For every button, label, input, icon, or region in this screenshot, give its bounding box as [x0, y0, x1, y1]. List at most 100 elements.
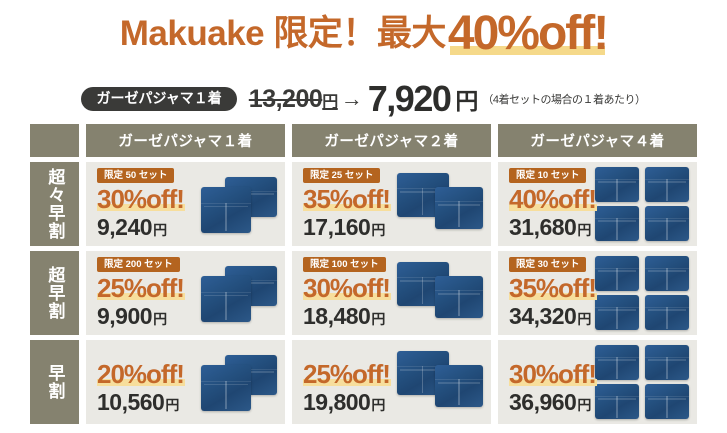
pajama-image-group-qty-1: [195, 340, 281, 424]
pajama-icon: [201, 276, 251, 322]
limit-badge: 限定 50 セット: [97, 168, 175, 183]
cell-price-value: 34,320: [509, 302, 577, 329]
discounted-price-value: 7,920: [367, 78, 452, 119]
off-highlight: [509, 379, 597, 386]
pajama-image-group-qty-1: [195, 251, 281, 335]
limit-badge: 限定 200 セット: [97, 257, 180, 272]
cell-price-value: 10,560: [97, 389, 165, 415]
discount-percent: 25%off!: [303, 359, 391, 389]
pajama-icon: [645, 295, 689, 330]
cell-price-value: 18,480: [303, 302, 371, 329]
cell-price: 10,560円: [97, 389, 184, 419]
cell-price-value: 9,240: [97, 213, 153, 240]
pajama-icon: [645, 206, 689, 241]
pajama-icon: [595, 256, 639, 291]
discount-percent: 25%off!: [97, 272, 185, 303]
discount-percent: 40%off!: [509, 183, 597, 214]
headline-underline: [449, 46, 606, 55]
off-highlight: [509, 203, 597, 211]
pajama-icon: [595, 295, 639, 330]
cell-price: 17,160円: [303, 214, 390, 244]
pajama-icon: [595, 384, 639, 419]
cell-price-value: 31,680: [509, 213, 577, 240]
pajama-icon: [201, 365, 251, 411]
headline-lead-text: Makuake 限定！最大: [119, 14, 447, 53]
off-highlight: [303, 203, 391, 211]
price-cell-r2c2[interactable]: 限定 100 セット 30%off! 18,480円: [292, 251, 491, 335]
cell-price-yen: 円: [371, 310, 385, 327]
price-cell-r3c3[interactable]: 30%off! 36,960円: [498, 340, 697, 424]
pajama-icon: [435, 276, 483, 318]
discount-percent: 35%off!: [303, 183, 391, 214]
price-cell-r1c2[interactable]: 限定 25 セット 35%off! 17,160円: [292, 162, 491, 246]
badge-spacer: [509, 345, 596, 360]
limit-badge: 限定 25 セット: [303, 168, 381, 183]
price-cell-r2c1[interactable]: 限定 200 セット 25%off! 9,900円: [86, 251, 285, 335]
row-label-tier-3: 早割: [30, 340, 79, 424]
cell-price: 9,900円: [97, 303, 184, 333]
badge-spacer: [303, 345, 390, 360]
price-cell-text: 限定 30 セット 35%off! 34,320円: [498, 254, 597, 333]
table-row: 超々早割 限定 50 セット 30%off! 9,240円 限定 25 セット …: [30, 162, 697, 246]
pajama-image-group-qty-2: [395, 251, 487, 335]
row-label-tier-1: 超々早割: [30, 162, 79, 246]
pajama-image-group-qty-4: [595, 162, 693, 246]
badge-spacer: [97, 345, 184, 360]
price-cell-r3c1[interactable]: 20%off! 10,560円: [86, 340, 285, 424]
price-note: （4着セットの場合の１着あたり）: [482, 94, 646, 106]
off-highlight: [303, 379, 391, 386]
cell-price: 19,800円: [303, 389, 390, 419]
cell-price-yen: 円: [577, 397, 591, 413]
cell-price-yen: 円: [371, 397, 385, 413]
pajama-icon: [645, 256, 689, 291]
pajama-icon: [645, 167, 689, 202]
discounted-price-yen: 円: [455, 88, 479, 114]
discount-percent: 30%off!: [97, 183, 185, 214]
original-price-value: 13,200: [248, 84, 323, 113]
cell-price-yen: 円: [153, 310, 167, 327]
pajama-icon: [595, 345, 639, 380]
pajama-icon: [435, 365, 483, 407]
price-cell-text: 30%off! 36,960円: [498, 345, 597, 419]
headline-discount-wrap: 40%off!: [448, 10, 609, 58]
column-header-2: ガーゼパジャマ２着: [292, 124, 491, 157]
cell-price: 9,240円: [97, 214, 184, 244]
limit-badge: 限定 100 セット: [303, 257, 386, 272]
limit-badge: 限定 30 セット: [509, 257, 587, 272]
table-corner-cell: [30, 124, 79, 157]
table-row: 早割 20%off! 10,560円 25%off! 19,800円: [30, 340, 697, 424]
cell-price-yen: 円: [577, 221, 591, 238]
cell-price-yen: 円: [371, 221, 385, 238]
column-header-3: ガーゼパジャマ４着: [498, 124, 697, 157]
pricing-table: ガーゼパジャマ１着 ガーゼパジャマ２着 ガーゼパジャマ４着 超々早割 限定 50…: [30, 124, 697, 429]
pajama-icon: [595, 167, 639, 202]
arrow-icon: →: [340, 86, 363, 111]
off-highlight: [97, 203, 185, 211]
off-highlight: [97, 379, 185, 386]
price-cell-text: 20%off! 10,560円: [86, 345, 185, 419]
price-cell-r3c2[interactable]: 25%off! 19,800円: [292, 340, 491, 424]
pajama-image-group-qty-2: [395, 340, 487, 424]
cell-price: 31,680円: [509, 214, 596, 244]
price-cell-text: 25%off! 19,800円: [292, 345, 391, 419]
pajama-icon: [435, 187, 483, 229]
cell-price-yen: 円: [153, 221, 167, 238]
pajama-image-group-qty-1: [195, 162, 281, 246]
table-header-row: ガーゼパジャマ１着 ガーゼパジャマ２着 ガーゼパジャマ４着: [30, 124, 697, 157]
limit-badge: 限定 10 セット: [509, 168, 587, 183]
table-row: 超早割 限定 200 セット 25%off! 9,900円 限定 100 セット…: [30, 251, 697, 335]
price-cell-r1c3[interactable]: 限定 10 セット 40%off! 31,680円: [498, 162, 697, 246]
discount-percent: 30%off!: [509, 359, 597, 389]
pajama-image-group-qty-4: [595, 340, 693, 424]
cell-price: 18,480円: [303, 303, 390, 333]
cell-price-value: 9,900: [97, 302, 153, 329]
off-highlight: [509, 292, 597, 300]
price-cell-text: 限定 50 セット 30%off! 9,240円: [86, 165, 185, 244]
price-cell-text: 限定 10 セット 40%off! 31,680円: [498, 165, 597, 244]
cell-price-value: 17,160: [303, 213, 371, 240]
column-header-1: ガーゼパジャマ１着: [86, 124, 285, 157]
price-cell-text: 限定 100 セット 30%off! 18,480円: [292, 254, 391, 333]
price-cell-r1c1[interactable]: 限定 50 セット 30%off! 9,240円: [86, 162, 285, 246]
price-cell-r2c3[interactable]: 限定 30 セット 35%off! 34,320円: [498, 251, 697, 335]
discount-percent: 30%off!: [303, 272, 391, 303]
